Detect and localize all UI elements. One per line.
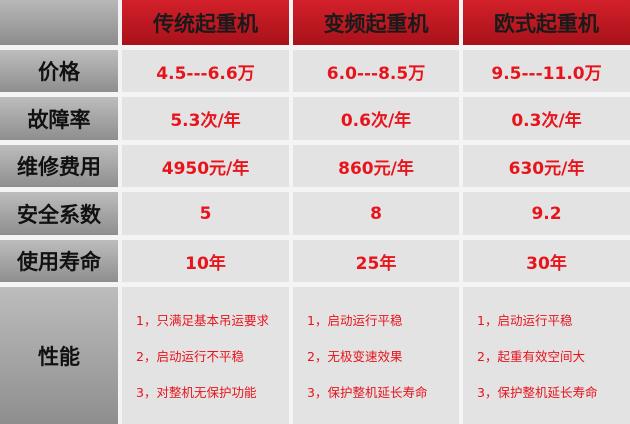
data-cell: 10年 [122,240,289,282]
data-cell: 860元/年 [293,145,459,187]
column-header: 欧式起重机 [463,0,630,45]
corner-cell [0,0,118,45]
row-label: 使用寿命 [0,240,118,282]
feature-item: 1，启动运行平稳 [477,312,573,328]
data-cell: 630元/年 [463,145,630,187]
data-cell: 4.5---6.6万 [122,50,289,92]
row-label: 维修费用 [0,145,118,187]
feature-item: 2，起重有效空间大 [477,348,585,364]
feature-item: 1，启动运行平稳 [307,312,403,328]
data-cell: 4950元/年 [122,145,289,187]
feature-item: 2，启动运行不平稳 [136,348,244,364]
feature-item: 3，保护整机延长寿命 [307,385,428,401]
data-cell: 9.5---11.0万 [463,50,630,92]
row-label: 性能 [0,287,118,424]
row-label: 安全系数 [0,192,118,235]
feature-item: 3，保护整机延长寿命 [477,385,598,401]
feature-item: 3，对整机无保护功能 [136,385,257,401]
data-cell: 8 [293,192,459,235]
column-header: 传统起重机 [122,0,289,45]
data-cell: 25年 [293,240,459,282]
feature-list: 1，启动运行平稳 2，无极变速效果 3，保护整机延长寿命 [293,287,459,424]
feature-list: 1，启动运行平稳 2，起重有效空间大 3，保护整机延长寿命 [463,287,630,424]
data-cell: 30年 [463,240,630,282]
feature-item: 1，只满足基本吊运要求 [136,312,269,328]
feature-list: 1，只满足基本吊运要求 2，启动运行不平稳 3，对整机无保护功能 [122,287,289,424]
row-label: 故障率 [0,97,118,140]
row-label: 价格 [0,50,118,92]
data-cell: 5.3次/年 [122,97,289,140]
data-cell: 0.3次/年 [463,97,630,140]
data-cell: 5 [122,192,289,235]
data-cell: 0.6次/年 [293,97,459,140]
data-cell: 9.2 [463,192,630,235]
feature-item: 2，无极变速效果 [307,348,403,364]
column-header: 变频起重机 [293,0,459,45]
data-cell: 6.0---8.5万 [293,50,459,92]
